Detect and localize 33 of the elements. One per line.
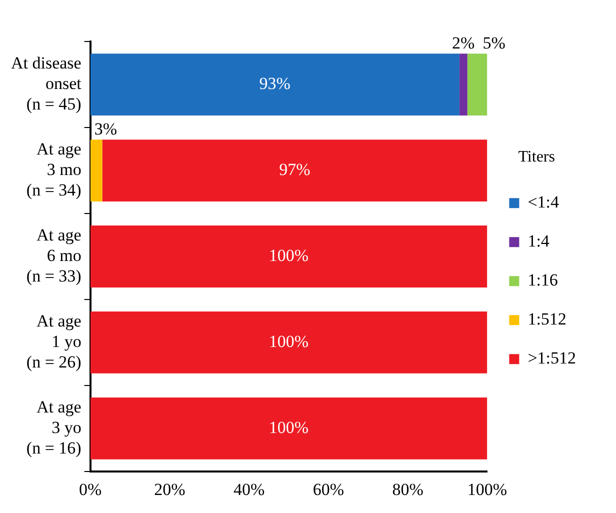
data-label: 100%	[268, 418, 309, 437]
data-label: 100%	[268, 332, 309, 351]
y-tick-label: At age 6 mo (n = 33)	[26, 226, 82, 286]
y-tick-label: At disease onset (n = 45)	[10, 54, 82, 114]
data-label: 5%	[482, 34, 506, 53]
data-label: 97%	[279, 160, 310, 180]
bar	[90, 54, 460, 116]
data-label: 93%	[259, 74, 290, 94]
legend-label: <1:4	[528, 192, 560, 212]
x-tick-label: 60%	[312, 480, 344, 500]
x-tick-label: 80%	[392, 480, 424, 500]
data-label: 3%	[94, 120, 118, 139]
x-tick-label: 20%	[154, 480, 186, 500]
data-label: 100%	[268, 246, 309, 265]
legend-label: >1:512	[528, 348, 576, 368]
data-label: 2%	[452, 34, 475, 53]
y-tick-label: At age 1 yo (n = 26)	[26, 312, 82, 372]
x-tick-label: 40%	[233, 480, 265, 500]
legend-title: Titers	[518, 148, 555, 166]
bar	[90, 140, 102, 202]
bar	[459, 54, 468, 116]
legend-label: 1:16	[528, 270, 558, 290]
x-tick-label: 0%	[79, 480, 102, 500]
y-tick-label: At age 3 yo (n = 16)	[26, 397, 82, 458]
x-tick-label: 100%	[467, 480, 508, 500]
bar	[90, 312, 488, 374]
bar	[90, 397, 488, 460]
legend-label: 1:512	[528, 310, 566, 329]
bar	[467, 54, 488, 116]
bar	[102, 140, 488, 202]
legend-label: 1:4	[528, 232, 550, 251]
bar	[90, 226, 488, 288]
y-tick-label: At age 3 mo (n = 34)	[26, 140, 82, 200]
